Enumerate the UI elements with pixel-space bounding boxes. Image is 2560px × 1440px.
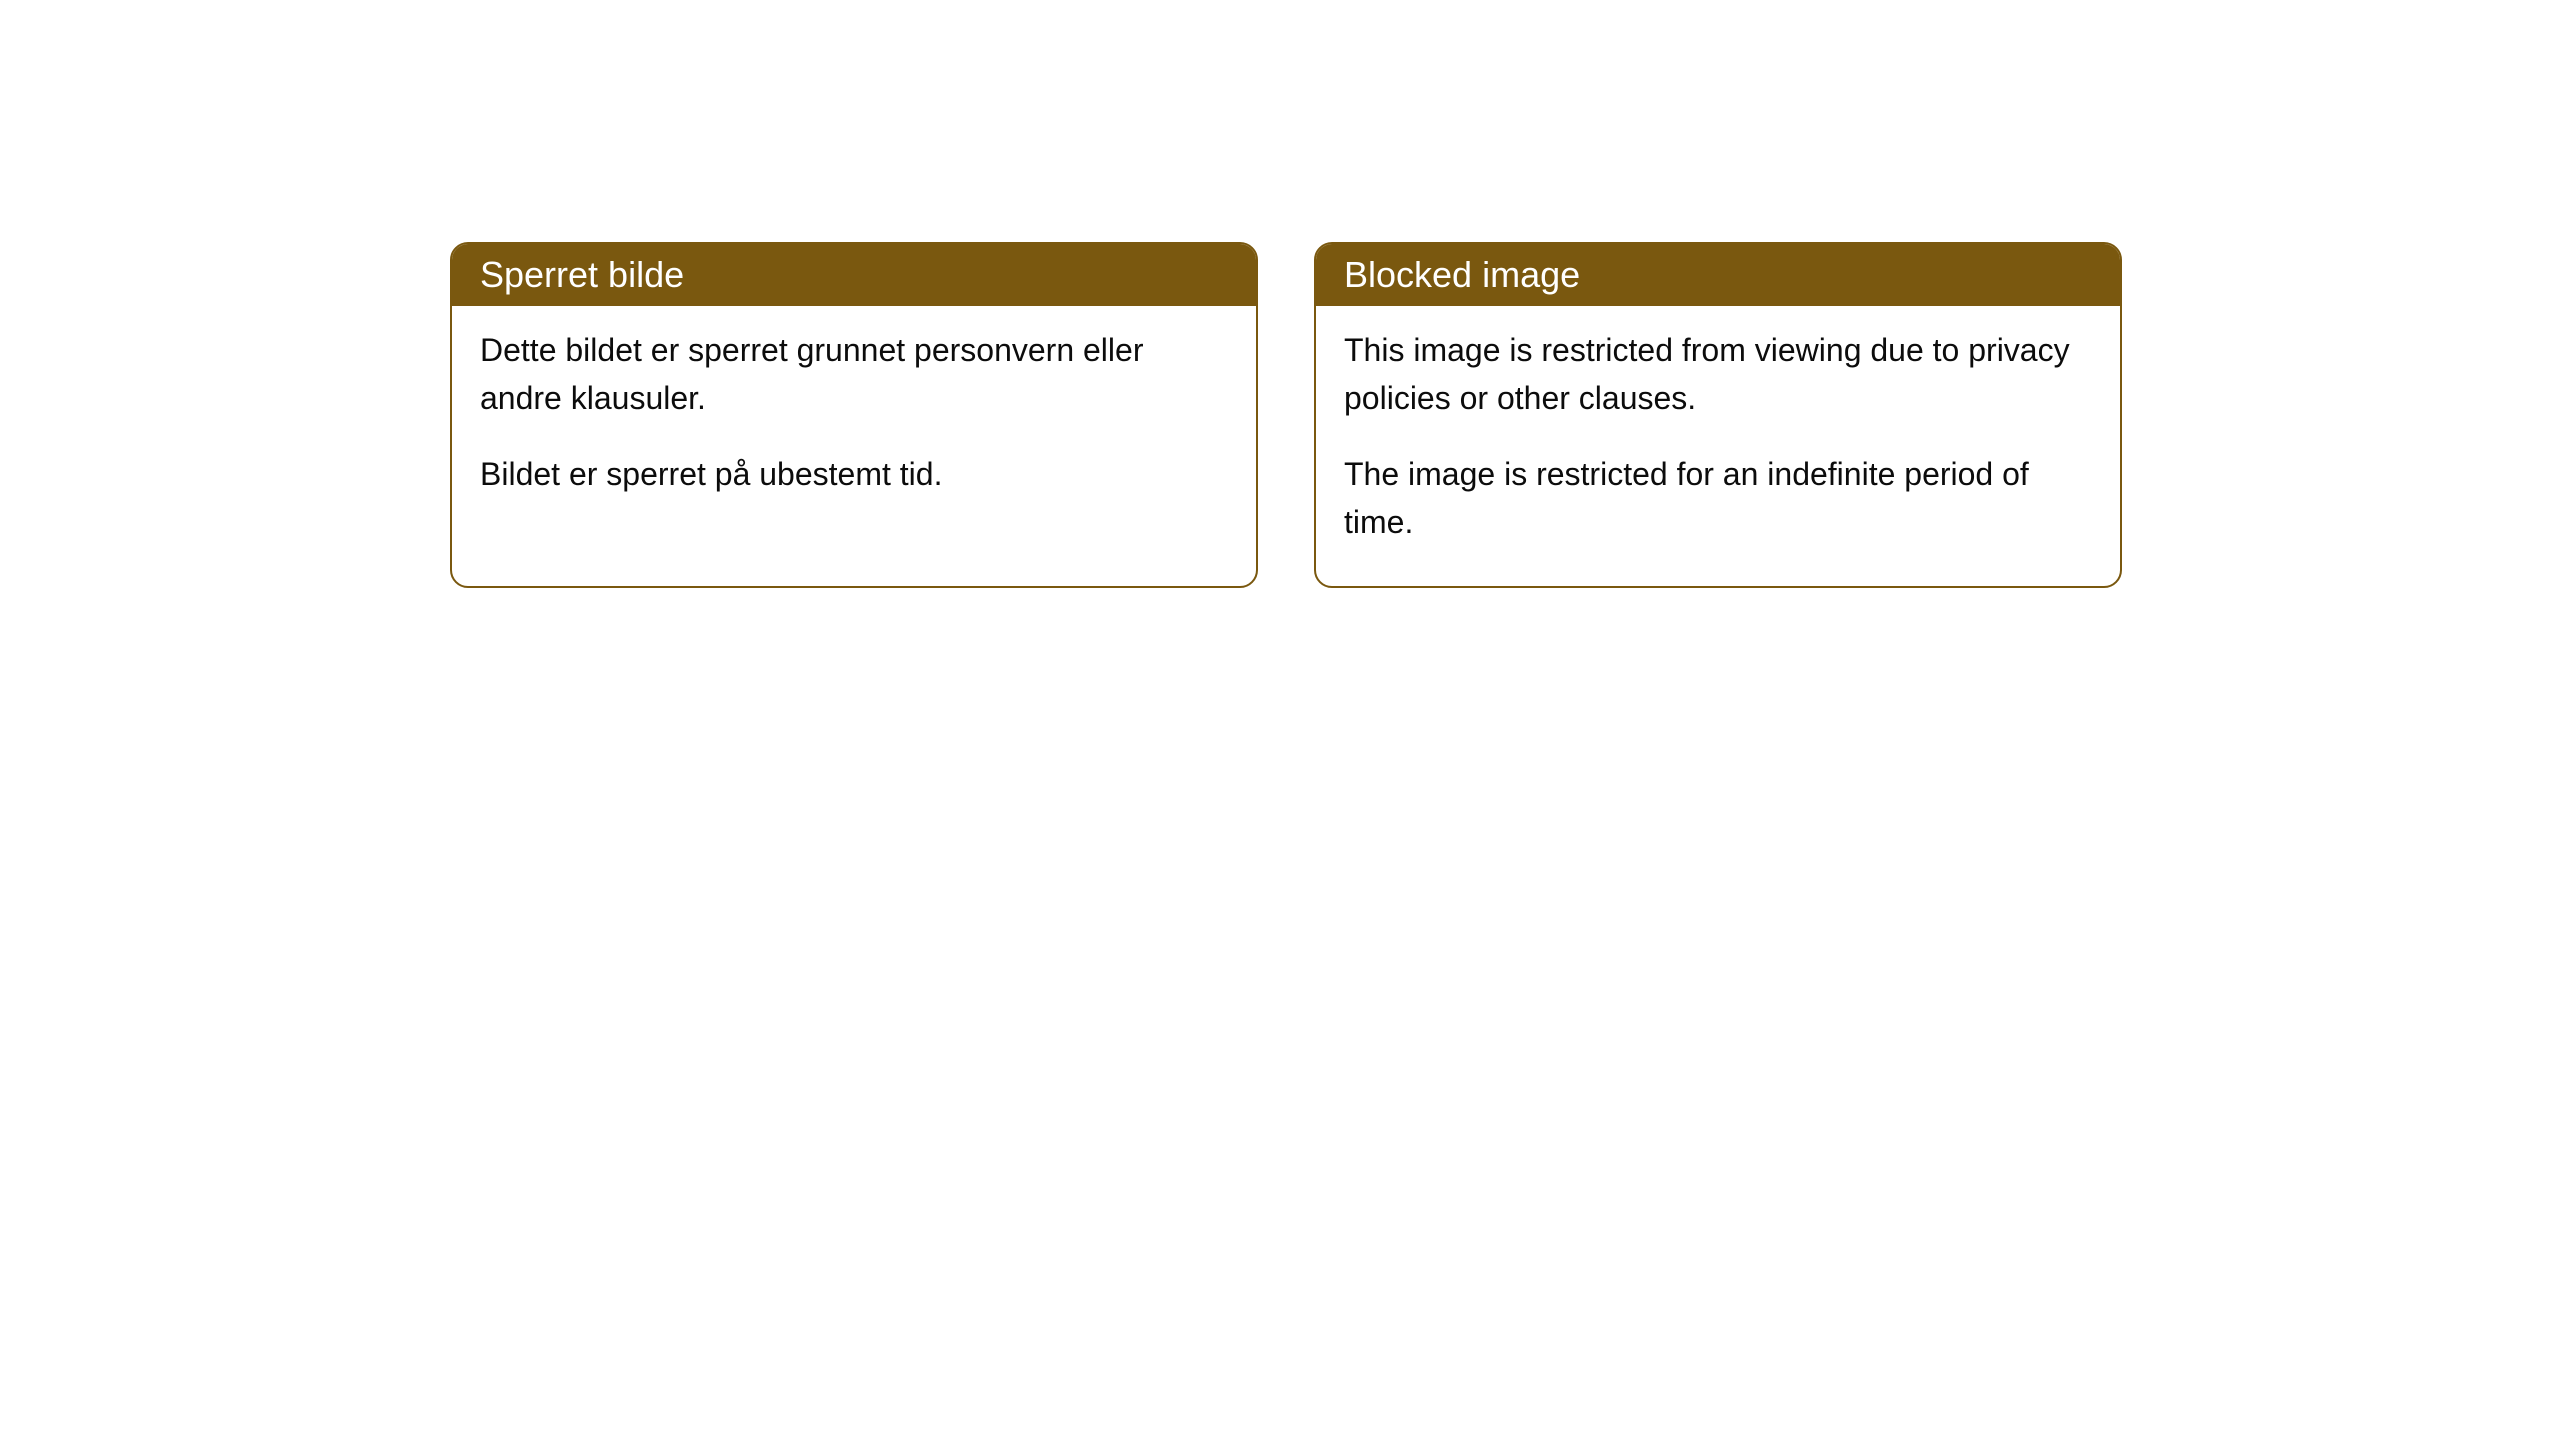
card-title: Blocked image <box>1344 254 1580 295</box>
notice-card-norwegian: Sperret bilde Dette bildet er sperret gr… <box>450 242 1258 588</box>
card-paragraph-1: This image is restricted from viewing du… <box>1344 326 2092 422</box>
card-header: Blocked image <box>1316 244 2120 306</box>
notice-card-english: Blocked image This image is restricted f… <box>1314 242 2122 588</box>
card-paragraph-1: Dette bildet er sperret grunnet personve… <box>480 326 1228 422</box>
card-paragraph-2: Bildet er sperret på ubestemt tid. <box>480 450 1228 498</box>
card-title: Sperret bilde <box>480 254 684 295</box>
card-body: Dette bildet er sperret grunnet personve… <box>452 306 1256 538</box>
notice-cards-container: Sperret bilde Dette bildet er sperret gr… <box>450 242 2122 588</box>
card-body: This image is restricted from viewing du… <box>1316 306 2120 586</box>
card-header: Sperret bilde <box>452 244 1256 306</box>
card-paragraph-2: The image is restricted for an indefinit… <box>1344 450 2092 546</box>
